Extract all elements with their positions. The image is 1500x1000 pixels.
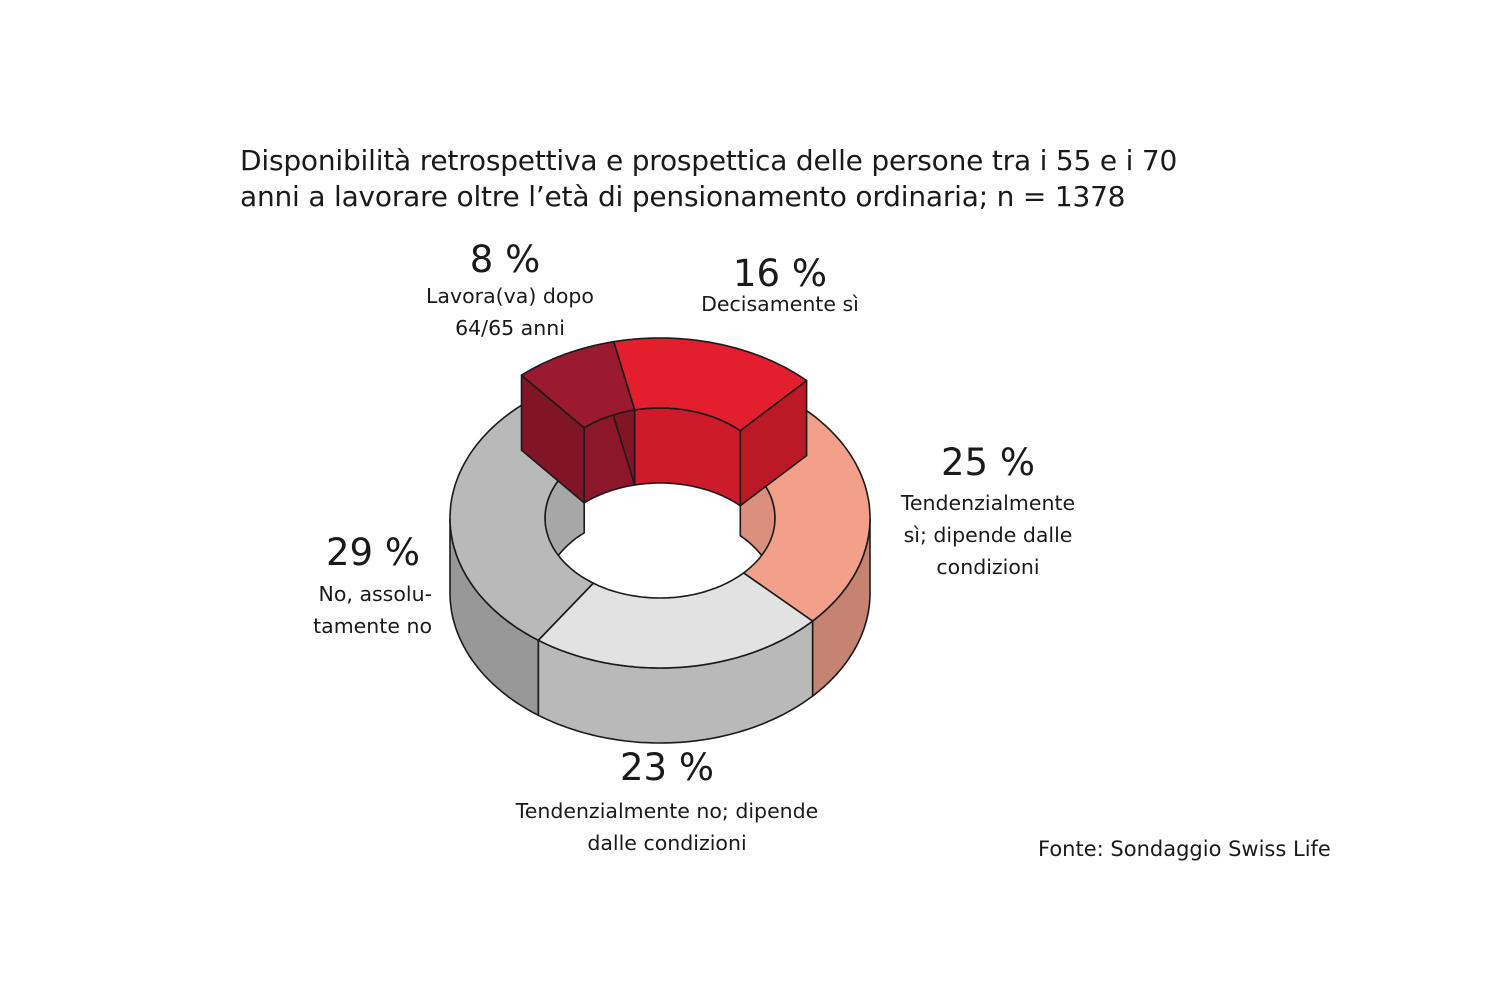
slice-category-label-1-line-1: Lavora(va) dopo bbox=[426, 284, 594, 308]
slice-category-label-4-line-1: Tendenzialmente no; dipende bbox=[515, 799, 819, 823]
chart-source: Fonte: Sondaggio Swiss Life bbox=[1038, 837, 1331, 861]
chart-title-line-1: Disponibilità retrospettiva e prospettic… bbox=[240, 144, 1178, 177]
slice-percent-label-1: 8 % bbox=[469, 238, 541, 281]
slice-category-label-5-line-1: No, assolu- bbox=[318, 582, 432, 606]
slice-category-label-3-line-1: Tendenzialmente bbox=[900, 491, 1076, 515]
slice-category-label-2: Decisamente sì bbox=[680, 288, 880, 320]
slice-category-label-5: No, assolu- tamente no bbox=[232, 578, 432, 642]
slice-2-top bbox=[612, 337, 808, 432]
slice-1-top bbox=[520, 340, 636, 429]
slice-category-label-4-line-2: dalle condizioni bbox=[587, 831, 747, 855]
slice-percent-label-3: 25 % bbox=[941, 441, 1035, 484]
slice-percent-label-2: 16 % bbox=[733, 252, 827, 295]
slice-category-label-3-line-2: sì; dipende dalle bbox=[903, 523, 1073, 547]
slice-category-label-3-line-3: condizioni bbox=[936, 555, 1040, 579]
slice-4-top bbox=[537, 572, 814, 669]
slice-category-label-4: Tendenzialmente no; dipende dalle condiz… bbox=[477, 795, 857, 859]
chart-title-line-2: anni a lavorare oltre l’età di pensionam… bbox=[240, 180, 1126, 213]
slice-category-label-1-line-2: 64/65 anni bbox=[455, 316, 565, 340]
chart-title: Disponibilità retrospettiva e prospettic… bbox=[240, 143, 1240, 215]
slice-category-label-1: Lavora(va) dopo 64/65 anni bbox=[395, 280, 625, 344]
slice-category-label-3: Tendenzialmente sì; dipende dalle condiz… bbox=[878, 487, 1098, 583]
slice-category-label-2-line-1: Decisamente sì bbox=[701, 292, 859, 316]
slice-2-inner-wall bbox=[633, 407, 742, 507]
slice-percent-label-4: 23 % bbox=[620, 746, 714, 789]
slice-percent-label-5: 29 % bbox=[326, 531, 420, 574]
slice-category-label-5-line-2: tamente no bbox=[313, 614, 432, 638]
